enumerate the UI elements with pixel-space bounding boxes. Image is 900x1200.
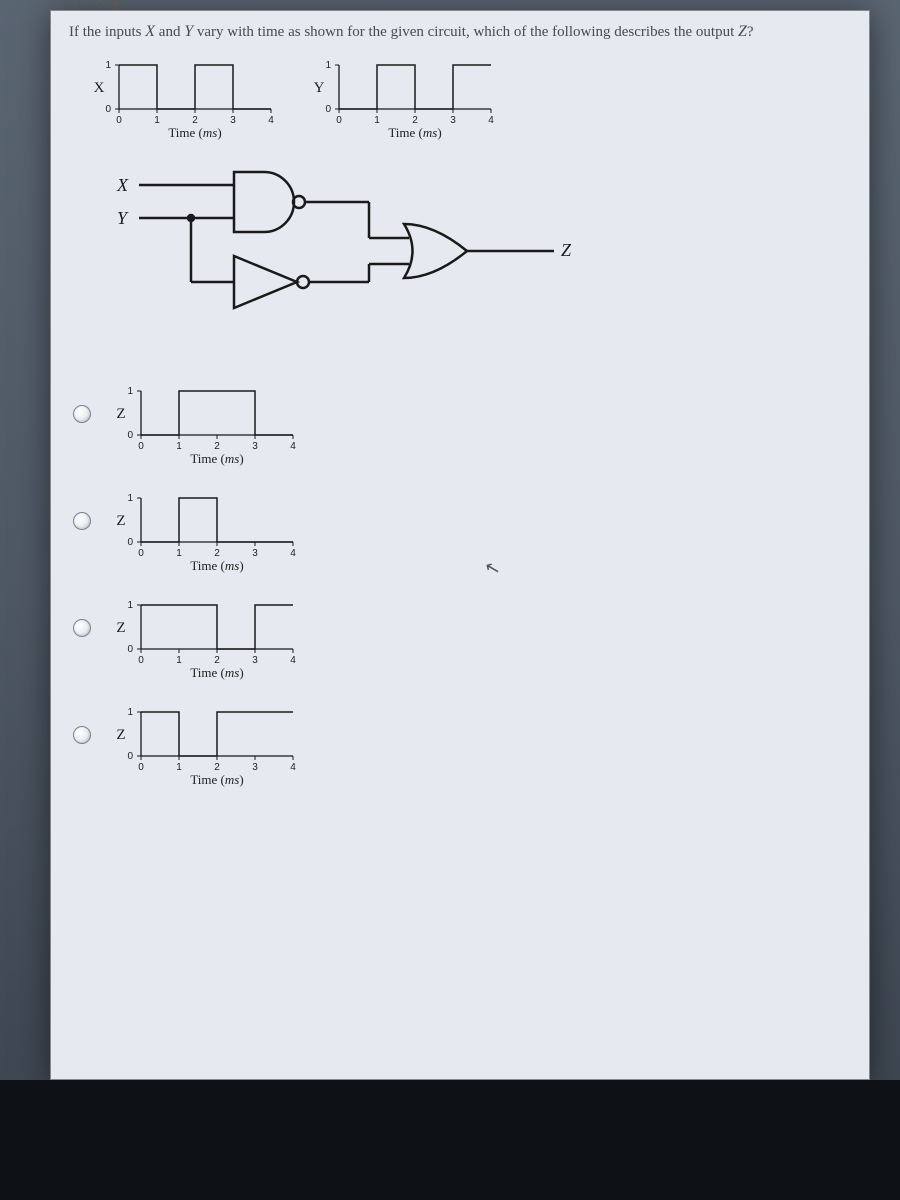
question-text: If the inputs X and Y vary with time as … [69, 23, 851, 41]
circuit-label-y: Y [117, 208, 129, 228]
svg-text:4: 4 [290, 548, 296, 559]
svg-text:X: X [94, 80, 105, 96]
screen: ⇨ ✕ C ⟳ ▣ If the inputs X and Y vary wit… [0, 0, 900, 1200]
svg-text:4: 4 [290, 655, 296, 666]
svg-text:Time (ms): Time (ms) [388, 125, 441, 140]
svg-text:1: 1 [325, 60, 331, 71]
radio-option-2[interactable] [73, 512, 91, 530]
svg-text:1: 1 [105, 60, 111, 71]
svg-text:Time (ms): Time (ms) [190, 558, 243, 573]
option-1[interactable]: 0123401Time (ms)Z [73, 377, 851, 476]
q-var-y: Y [184, 23, 193, 40]
input-waveforms-row: 0123401Time (ms)X 0123401Time (ms)Y [89, 51, 851, 150]
svg-text:0: 0 [138, 655, 144, 666]
svg-text:0: 0 [105, 104, 111, 115]
question-page: If the inputs X and Y vary with time as … [50, 10, 870, 1080]
svg-text:1: 1 [374, 115, 380, 126]
circuit-label-z: Z [561, 240, 572, 260]
svg-text:1: 1 [127, 493, 133, 504]
svg-text:Y: Y [314, 80, 325, 96]
svg-text:0: 0 [127, 644, 133, 655]
q-end: ? [747, 24, 754, 40]
q-var-x: X [145, 23, 155, 40]
radio-option-1[interactable] [73, 405, 91, 423]
svg-text:4: 4 [290, 762, 296, 773]
svg-text:Time (ms): Time (ms) [190, 451, 243, 466]
svg-text:0: 0 [127, 751, 133, 762]
option-3[interactable]: 0123401Time (ms)Z [73, 591, 851, 690]
svg-text:0: 0 [336, 115, 342, 126]
svg-text:1: 1 [154, 115, 160, 126]
svg-text:4: 4 [488, 115, 494, 126]
svg-text:3: 3 [252, 762, 258, 773]
svg-text:Z: Z [116, 727, 125, 743]
svg-text:4: 4 [268, 115, 274, 126]
svg-text:0: 0 [138, 762, 144, 773]
svg-text:3: 3 [252, 441, 258, 452]
svg-text:1: 1 [176, 441, 182, 452]
svg-text:0: 0 [138, 548, 144, 559]
svg-text:0: 0 [127, 430, 133, 441]
svg-text:0: 0 [138, 441, 144, 452]
bottom-dark-bar [0, 1080, 900, 1200]
svg-text:Time (ms): Time (ms) [190, 665, 243, 680]
svg-text:1: 1 [176, 655, 182, 666]
chart-y: 0123401Time (ms)Y [309, 51, 499, 150]
svg-text:Z: Z [116, 406, 125, 422]
svg-text:3: 3 [252, 655, 258, 666]
chart-x: 0123401Time (ms)X [89, 51, 279, 150]
q-var-z: Z [738, 23, 747, 40]
option-4[interactable]: 0123401Time (ms)Z [73, 698, 851, 797]
radio-option-3[interactable] [73, 619, 91, 637]
svg-text:1: 1 [127, 600, 133, 611]
option-chart-3: 0123401Time (ms)Z [111, 591, 301, 690]
svg-text:1: 1 [176, 762, 182, 773]
q-mid: and [155, 24, 184, 40]
option-chart-2: 0123401Time (ms)Z [111, 484, 301, 583]
radio-option-4[interactable] [73, 726, 91, 744]
svg-text:Z: Z [116, 620, 125, 636]
svg-text:0: 0 [325, 104, 331, 115]
q-prefix: If the inputs [69, 24, 145, 40]
svg-text:1: 1 [127, 707, 133, 718]
svg-text:Time (ms): Time (ms) [190, 772, 243, 787]
circuit-diagram: X Y Z [99, 160, 619, 340]
option-chart-4: 0123401Time (ms)Z [111, 698, 301, 797]
answer-options: 0123401Time (ms)Z0123401Time (ms)Z012340… [73, 377, 851, 797]
svg-text:3: 3 [230, 115, 236, 126]
svg-text:3: 3 [450, 115, 456, 126]
svg-text:1: 1 [176, 548, 182, 559]
svg-text:Z: Z [116, 513, 125, 529]
option-chart-1: 0123401Time (ms)Z [111, 377, 301, 476]
circuit-label-x: X [116, 175, 129, 195]
q-suffix: vary with time as shown for the given ci… [193, 24, 738, 40]
svg-text:Time (ms): Time (ms) [168, 125, 221, 140]
svg-text:3: 3 [252, 548, 258, 559]
option-2[interactable]: 0123401Time (ms)Z [73, 484, 851, 583]
svg-text:0: 0 [127, 537, 133, 548]
svg-text:0: 0 [116, 115, 122, 126]
svg-text:1: 1 [127, 386, 133, 397]
svg-text:4: 4 [290, 441, 296, 452]
